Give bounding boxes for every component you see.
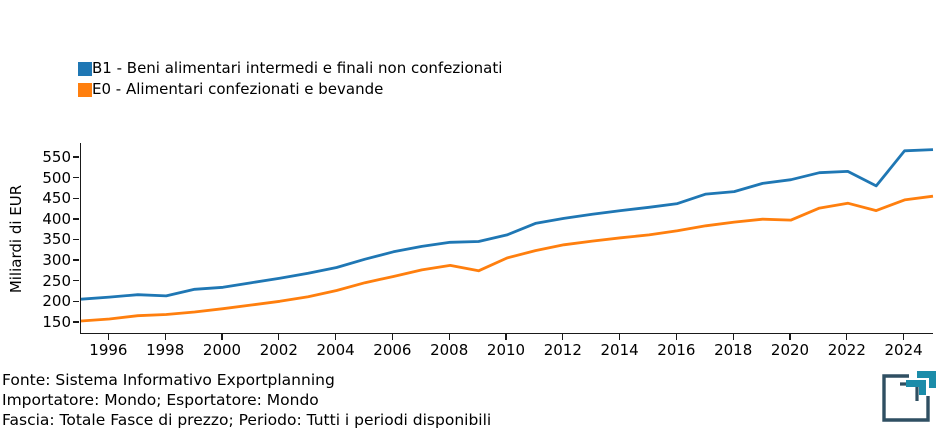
- x-tick-label: 1998: [146, 341, 185, 359]
- y-tick: [73, 156, 79, 158]
- x-tick-label: 2016: [657, 341, 696, 359]
- x-tick-label: 2012: [543, 341, 582, 359]
- exportplanning-logo: [882, 371, 936, 422]
- y-tick-label: 400: [42, 209, 71, 228]
- legend-swatch-e0: [78, 82, 92, 97]
- x-tick-label: 2024: [884, 341, 923, 359]
- x-tick: [448, 334, 450, 340]
- x-tick-label: 1996: [89, 341, 128, 359]
- y-tick: [73, 176, 79, 179]
- x-tick-label: 2008: [430, 341, 469, 359]
- x-tick: [902, 334, 905, 340]
- y-tick: [73, 279, 79, 282]
- logo-outer-square: [882, 374, 930, 422]
- logo-arrow-small-icon: [906, 380, 926, 395]
- y-tick: [73, 218, 79, 220]
- y-tick: [73, 300, 79, 302]
- x-tick: [391, 334, 394, 340]
- x-tick: [732, 334, 734, 340]
- x-tick-label: 2004: [316, 341, 355, 359]
- y-tick: [73, 259, 79, 261]
- x-tick: [846, 334, 848, 340]
- footnote-source: Fonte: Sistema Informativo Exportplannin…: [2, 371, 335, 389]
- footnote-fascia-periodo: Fascia: Totale Fasce di prezzo; Periodo:…: [2, 411, 492, 429]
- legend-item-e0: E0 - Alimentari confezionati e bevande: [78, 79, 502, 100]
- legend-label-b1: B1 - Beni alimentari intermedi e finali …: [92, 59, 503, 77]
- series-line-b1: [80, 148, 934, 301]
- x-tick-label: 2018: [714, 341, 753, 359]
- x-tick: [221, 334, 223, 340]
- logo-arrow-big-icon: [917, 371, 936, 388]
- y-tick: [73, 238, 79, 241]
- x-tick: [334, 334, 337, 340]
- legend-swatch-b1: [78, 61, 92, 76]
- y-tick: [73, 321, 79, 323]
- y-tick-label: 350: [42, 230, 71, 249]
- x-tick: [562, 334, 564, 340]
- x-tick: [164, 334, 166, 340]
- x-tick-label: 2000: [202, 341, 242, 359]
- legend-label-e0: E0 - Alimentari confezionati e bevande: [92, 80, 384, 98]
- x-tick-label: 2020: [770, 341, 810, 359]
- x-tick-label: 2006: [373, 341, 412, 359]
- y-tick: [73, 197, 79, 199]
- x-tick-label: 2014: [600, 341, 639, 359]
- plot-area: [80, 143, 934, 334]
- footnote-importer-exporter: Importatore: Mondo; Esportatore: Mondo: [2, 391, 319, 409]
- y-tick-label: 450: [42, 189, 71, 208]
- legend-item-b1: B1 - Beni alimentari intermedi e finali …: [78, 58, 502, 79]
- chart-footnotes: Fonte: Sistema Informativo Exportplannin…: [2, 370, 491, 430]
- y-tick-label: 200: [42, 292, 71, 311]
- x-tick: [278, 334, 280, 340]
- y-tick-label: 150: [42, 312, 71, 331]
- y-tick-label: 300: [42, 251, 71, 270]
- x-tick-label: 2002: [259, 341, 298, 359]
- y-tick-label: 500: [42, 168, 71, 187]
- x-tick: [505, 334, 507, 340]
- y-tick-label: 550: [42, 148, 71, 166]
- x-tick: [675, 334, 678, 340]
- x-tick-label: 2010: [486, 341, 526, 359]
- x-tick: [618, 334, 621, 340]
- x-tick: [107, 334, 110, 340]
- y-tick-label: 250: [42, 271, 71, 290]
- line-chart: [80, 148, 934, 323]
- chart-legend: B1 - Beni alimentari intermedi e finali …: [78, 58, 502, 100]
- series-line-e0: [80, 194, 934, 323]
- x-tick-label: 2022: [827, 341, 866, 359]
- x-tick: [789, 334, 791, 340]
